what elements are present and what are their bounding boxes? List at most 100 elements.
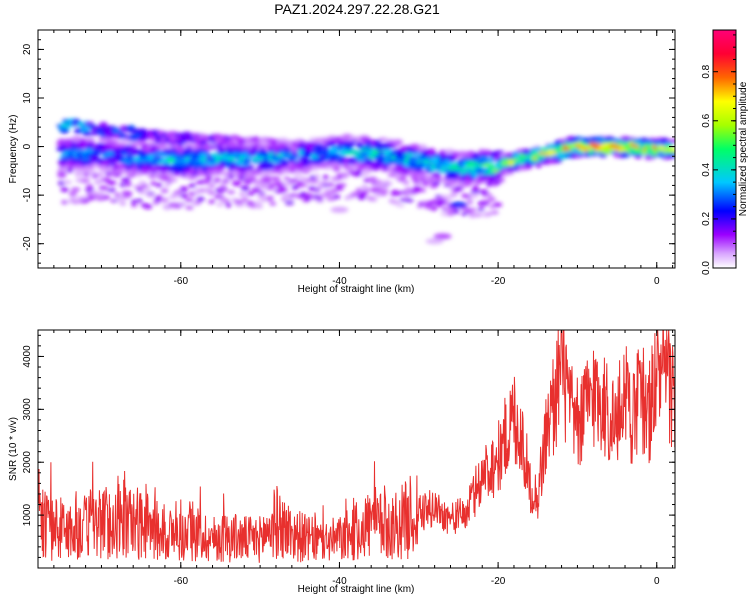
colorbar-tick-label: 0.6 — [701, 113, 712, 127]
spectrogram-cell — [446, 211, 455, 217]
spectrogram-cell — [335, 186, 344, 191]
spectrogram-cell — [185, 205, 194, 210]
spectrogram-cell — [80, 127, 88, 132]
spectrogram-cell — [429, 184, 438, 189]
spectrogram-cell — [99, 166, 109, 173]
spectrogram-cell — [433, 233, 452, 240]
spectrogram-cell — [478, 156, 489, 162]
spectrogram-cell — [332, 194, 341, 199]
spectrogram-cell — [166, 157, 176, 163]
spectrogram-cell — [483, 152, 491, 156]
spectrogram-cell — [285, 197, 294, 202]
snr-series-line — [38, 330, 675, 563]
spectrogram-cell — [167, 178, 178, 182]
spectrogram-cell — [462, 182, 472, 187]
spectrogram-cell — [267, 161, 274, 166]
spectrogram-cell — [146, 194, 156, 198]
spectrogram-cell — [448, 170, 457, 176]
chart-title: PAZ1.2024.297.22.28.G21 — [274, 1, 440, 17]
spectrogram-cell — [385, 161, 395, 165]
spectrogram-cell — [490, 210, 499, 215]
spectrogram-cell — [323, 148, 330, 154]
spectrogram-cells — [56, 118, 675, 245]
colorbar-tick-label: 0.0 — [701, 261, 712, 275]
spectrogram-cell — [330, 206, 349, 213]
spectrogram-cell — [177, 202, 186, 206]
spectrogram-cell — [342, 143, 355, 148]
spectrogram-cell — [77, 171, 85, 177]
colorbar-gradient — [713, 30, 736, 268]
spectrogram-cell — [235, 200, 244, 205]
spectrogram-cell — [414, 178, 421, 183]
spectrogram-cell — [102, 195, 111, 200]
spectrogram-cell — [419, 144, 427, 150]
spectrogram-cell — [302, 152, 313, 158]
colorbar-label: Normalized spectral amplitude — [738, 81, 749, 216]
spectrogram-cell — [301, 167, 314, 172]
spectrogram-cell — [353, 192, 360, 197]
colorbar-frame — [712, 29, 737, 269]
spectrogram-cell — [188, 183, 196, 188]
spectrogram-cell — [428, 148, 436, 153]
spectrogram-cell — [456, 174, 463, 180]
spectrogram-cell — [466, 200, 474, 205]
spectrogram-cell — [441, 194, 449, 198]
spectrogram-cell — [360, 190, 369, 196]
spectrogram-cell — [243, 179, 253, 185]
spectrogram-cell — [310, 178, 319, 184]
spectrogram-cell — [486, 193, 493, 198]
spectrogram-cell — [147, 141, 156, 146]
spectrogram-cell — [179, 193, 189, 198]
spectrogram-cell — [314, 173, 321, 179]
spectrogram-cell — [251, 187, 261, 193]
spectrogram-cell — [266, 195, 274, 200]
spectrogram-cell — [403, 153, 414, 157]
spectrogram-cell — [219, 183, 226, 188]
spectrogram-cell — [670, 139, 675, 144]
spectrogram-cell — [298, 183, 308, 187]
spectrogram-cell — [188, 191, 197, 196]
spectrogram-cell — [130, 199, 138, 204]
spectrogram-cell — [469, 207, 477, 213]
spectrogram-cell — [128, 137, 140, 142]
snr-y-tick-label: 2000 — [22, 451, 33, 474]
spectrogram-cell — [273, 181, 284, 185]
spectrogram-cell — [144, 186, 151, 192]
spectrogram-y-tick-label: -10 — [22, 187, 33, 202]
spectrogram-cell — [97, 173, 104, 177]
spectrogram-cell — [328, 182, 335, 187]
spectrogram-cell — [112, 145, 123, 149]
spectrogram-cell — [136, 198, 143, 203]
spectrogram-cell — [241, 197, 249, 202]
colorbar-tick-label: 0.8 — [701, 64, 712, 78]
spectrogram-cell — [107, 188, 116, 192]
snr-panel: -60 -40 -20 0 1000 2000 3000 4000 Height of st… — [8, 329, 676, 595]
spectrogram-x-tick-label: -60 — [174, 276, 189, 287]
spectrogram-cell — [481, 149, 491, 153]
spectrogram-cell — [214, 177, 221, 183]
spectrogram-cell — [113, 192, 121, 197]
spectrogram-cell — [60, 187, 69, 192]
spectrogram-cell — [84, 137, 94, 141]
spectrogram-cell — [66, 151, 75, 158]
spectrogram-cell — [94, 179, 102, 185]
spectrogram-cell — [281, 161, 290, 166]
spectrogram-cell — [238, 192, 246, 196]
spectrogram-cell — [239, 177, 246, 181]
spectrogram-cell — [461, 212, 468, 216]
spectrogram-cell — [337, 183, 347, 187]
spectrogram-cell — [217, 186, 228, 192]
spectrogram-cell — [323, 193, 334, 198]
spectrogram-cell — [101, 177, 111, 182]
spectrogram-cell — [360, 173, 369, 177]
spectrogram-cell — [432, 181, 441, 185]
spectrogram-y-tick-label: -20 — [22, 236, 33, 251]
spectrogram-cell — [261, 198, 268, 202]
spectrogram-x-tick-label: -40 — [332, 276, 347, 287]
spectrogram-cell — [91, 173, 99, 179]
spectrogram-cell — [69, 197, 76, 201]
spectrogram-cell — [208, 184, 216, 188]
spectrogram-cell — [119, 135, 127, 139]
spectrogram-cell — [119, 201, 127, 206]
snr-x-label: Height of straight line (km) — [298, 584, 415, 595]
